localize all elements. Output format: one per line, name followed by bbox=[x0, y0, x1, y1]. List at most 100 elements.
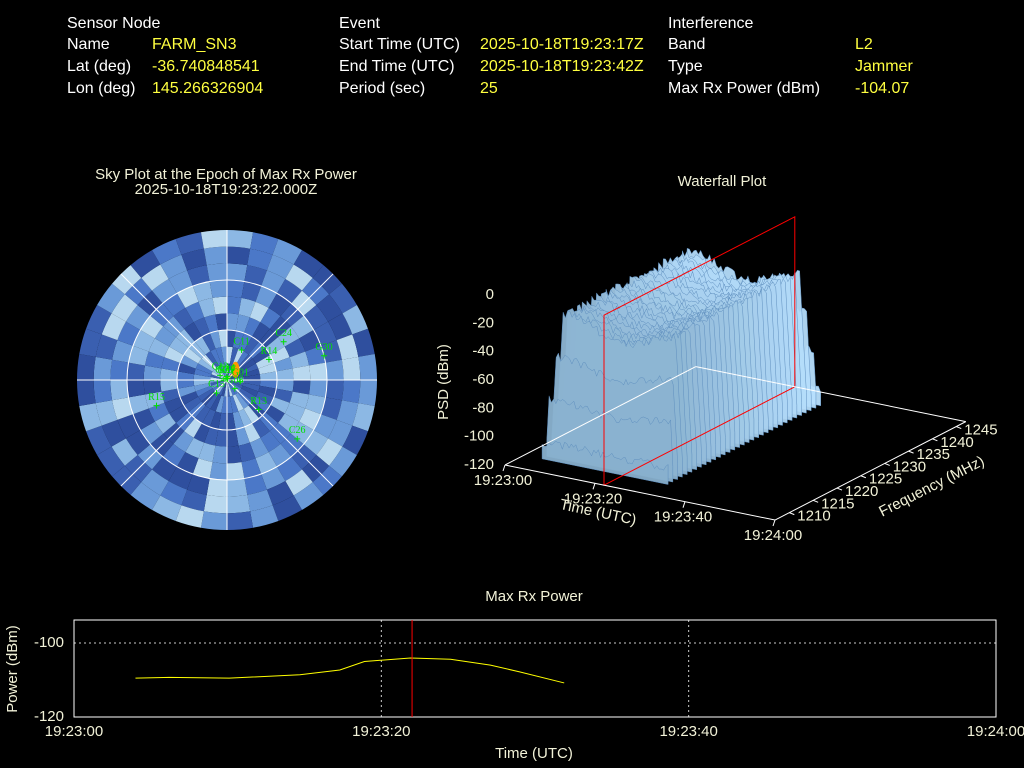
sky-cell bbox=[205, 392, 219, 409]
sky-cell bbox=[195, 385, 213, 397]
sky-cell bbox=[316, 438, 343, 466]
sky-cell bbox=[160, 380, 178, 392]
satellite bbox=[217, 372, 224, 379]
x-tick bbox=[682, 501, 686, 508]
sky-cell bbox=[358, 353, 377, 380]
sky-cell bbox=[112, 397, 134, 420]
sky-cell bbox=[205, 351, 219, 368]
sky-cell bbox=[195, 363, 213, 375]
field-label: Lon (deg) bbox=[67, 80, 136, 97]
sky-cell bbox=[272, 239, 302, 265]
sky-cell bbox=[309, 380, 327, 398]
z-tick-label: -40 bbox=[472, 343, 494, 360]
sky-cell bbox=[215, 347, 225, 365]
sky-cell bbox=[93, 380, 113, 404]
sky-cell bbox=[141, 469, 169, 496]
sky-cell bbox=[243, 380, 261, 386]
sky-cell bbox=[161, 357, 181, 372]
sky-cell bbox=[206, 263, 227, 282]
sky-cell bbox=[258, 362, 277, 375]
sky-cell bbox=[193, 374, 211, 380]
sky-cell bbox=[284, 338, 306, 358]
sky-cell bbox=[273, 388, 293, 403]
sky-cell bbox=[305, 345, 326, 366]
z-axis-title: PSD (dBm) bbox=[435, 344, 452, 420]
field-label: Lat (deg) bbox=[67, 58, 131, 75]
sky-cell bbox=[194, 368, 212, 378]
x-tick-label: 19:23:00 bbox=[45, 723, 103, 740]
y-tick bbox=[932, 438, 938, 442]
sky-cell bbox=[141, 264, 169, 291]
sky-cell bbox=[293, 250, 324, 278]
sky-cell bbox=[299, 330, 321, 352]
sky-cell bbox=[143, 365, 162, 380]
sky-cell bbox=[320, 340, 342, 363]
sky-cell bbox=[168, 466, 193, 490]
field-label: Start Time (UTC) bbox=[339, 36, 460, 53]
sky-cell bbox=[187, 473, 210, 495]
sky-cell bbox=[227, 511, 254, 530]
sky-cell bbox=[278, 413, 300, 434]
sky-cell bbox=[110, 359, 129, 380]
chart-title: Waterfall Plot bbox=[678, 173, 767, 190]
sky-cell bbox=[161, 388, 181, 403]
sky-cell bbox=[227, 313, 239, 331]
max-power-direction bbox=[231, 361, 240, 378]
sky-cell bbox=[244, 265, 267, 287]
sky-cell bbox=[252, 418, 270, 438]
sky-cell bbox=[227, 346, 233, 364]
z-tick-label: -100 bbox=[464, 428, 494, 445]
sky-cell bbox=[352, 328, 375, 357]
sky-cell bbox=[117, 321, 141, 346]
sky-cell bbox=[128, 394, 149, 415]
sky-cell bbox=[79, 328, 102, 357]
x-tick-label: 19:23:20 bbox=[564, 490, 622, 507]
sky-cell bbox=[130, 482, 161, 510]
sky-cell bbox=[215, 313, 227, 331]
satellite-label: G09 bbox=[215, 365, 232, 376]
satellite bbox=[153, 402, 160, 409]
sky-cell bbox=[241, 458, 262, 479]
sky-cell bbox=[284, 402, 306, 422]
sky-cell bbox=[210, 380, 227, 383]
sky-cell bbox=[242, 382, 260, 392]
plot-frame bbox=[73, 619, 997, 718]
sky-cell bbox=[110, 380, 129, 401]
satellite bbox=[265, 356, 272, 363]
sky-cell bbox=[241, 385, 259, 397]
sky-cell bbox=[227, 429, 239, 447]
x-tick-label: 19:24:00 bbox=[967, 723, 1024, 740]
sky-cell bbox=[313, 321, 337, 346]
sky-cell bbox=[249, 437, 269, 459]
sky-cell bbox=[200, 511, 227, 530]
sky-cell bbox=[95, 400, 118, 426]
z-tick-label: -60 bbox=[472, 371, 494, 388]
y-tick bbox=[860, 475, 867, 479]
sky-cell bbox=[229, 347, 239, 365]
sky-cell bbox=[313, 414, 337, 439]
section-title: Event bbox=[339, 15, 380, 32]
sky-cell bbox=[325, 380, 344, 401]
sky-cell bbox=[193, 423, 210, 443]
sky-cell bbox=[215, 395, 225, 413]
satellite-label: G08 bbox=[226, 375, 243, 386]
sky-cell bbox=[204, 426, 219, 446]
sky-cell bbox=[192, 281, 213, 302]
sky-cell bbox=[266, 481, 294, 506]
sky-cell bbox=[227, 445, 242, 464]
x-tick-label: 19:23:00 bbox=[474, 472, 532, 489]
sky-cell bbox=[216, 380, 227, 395]
satellite bbox=[237, 378, 244, 385]
field-value: Jammer bbox=[855, 58, 913, 75]
x-axis-title: Time (UTC) bbox=[495, 745, 573, 762]
sky-cell bbox=[227, 396, 233, 414]
sky-cell bbox=[270, 397, 290, 414]
field-value: -104.07 bbox=[855, 80, 909, 97]
sky-cell bbox=[221, 346, 227, 364]
field-value: 2025-10-18T19:23:42Z bbox=[480, 58, 644, 75]
sky-cell bbox=[235, 351, 249, 368]
floor-edge bbox=[504, 366, 697, 466]
sky-cell bbox=[209, 280, 227, 298]
sky-cell bbox=[203, 494, 227, 514]
sky-cell bbox=[181, 489, 207, 512]
